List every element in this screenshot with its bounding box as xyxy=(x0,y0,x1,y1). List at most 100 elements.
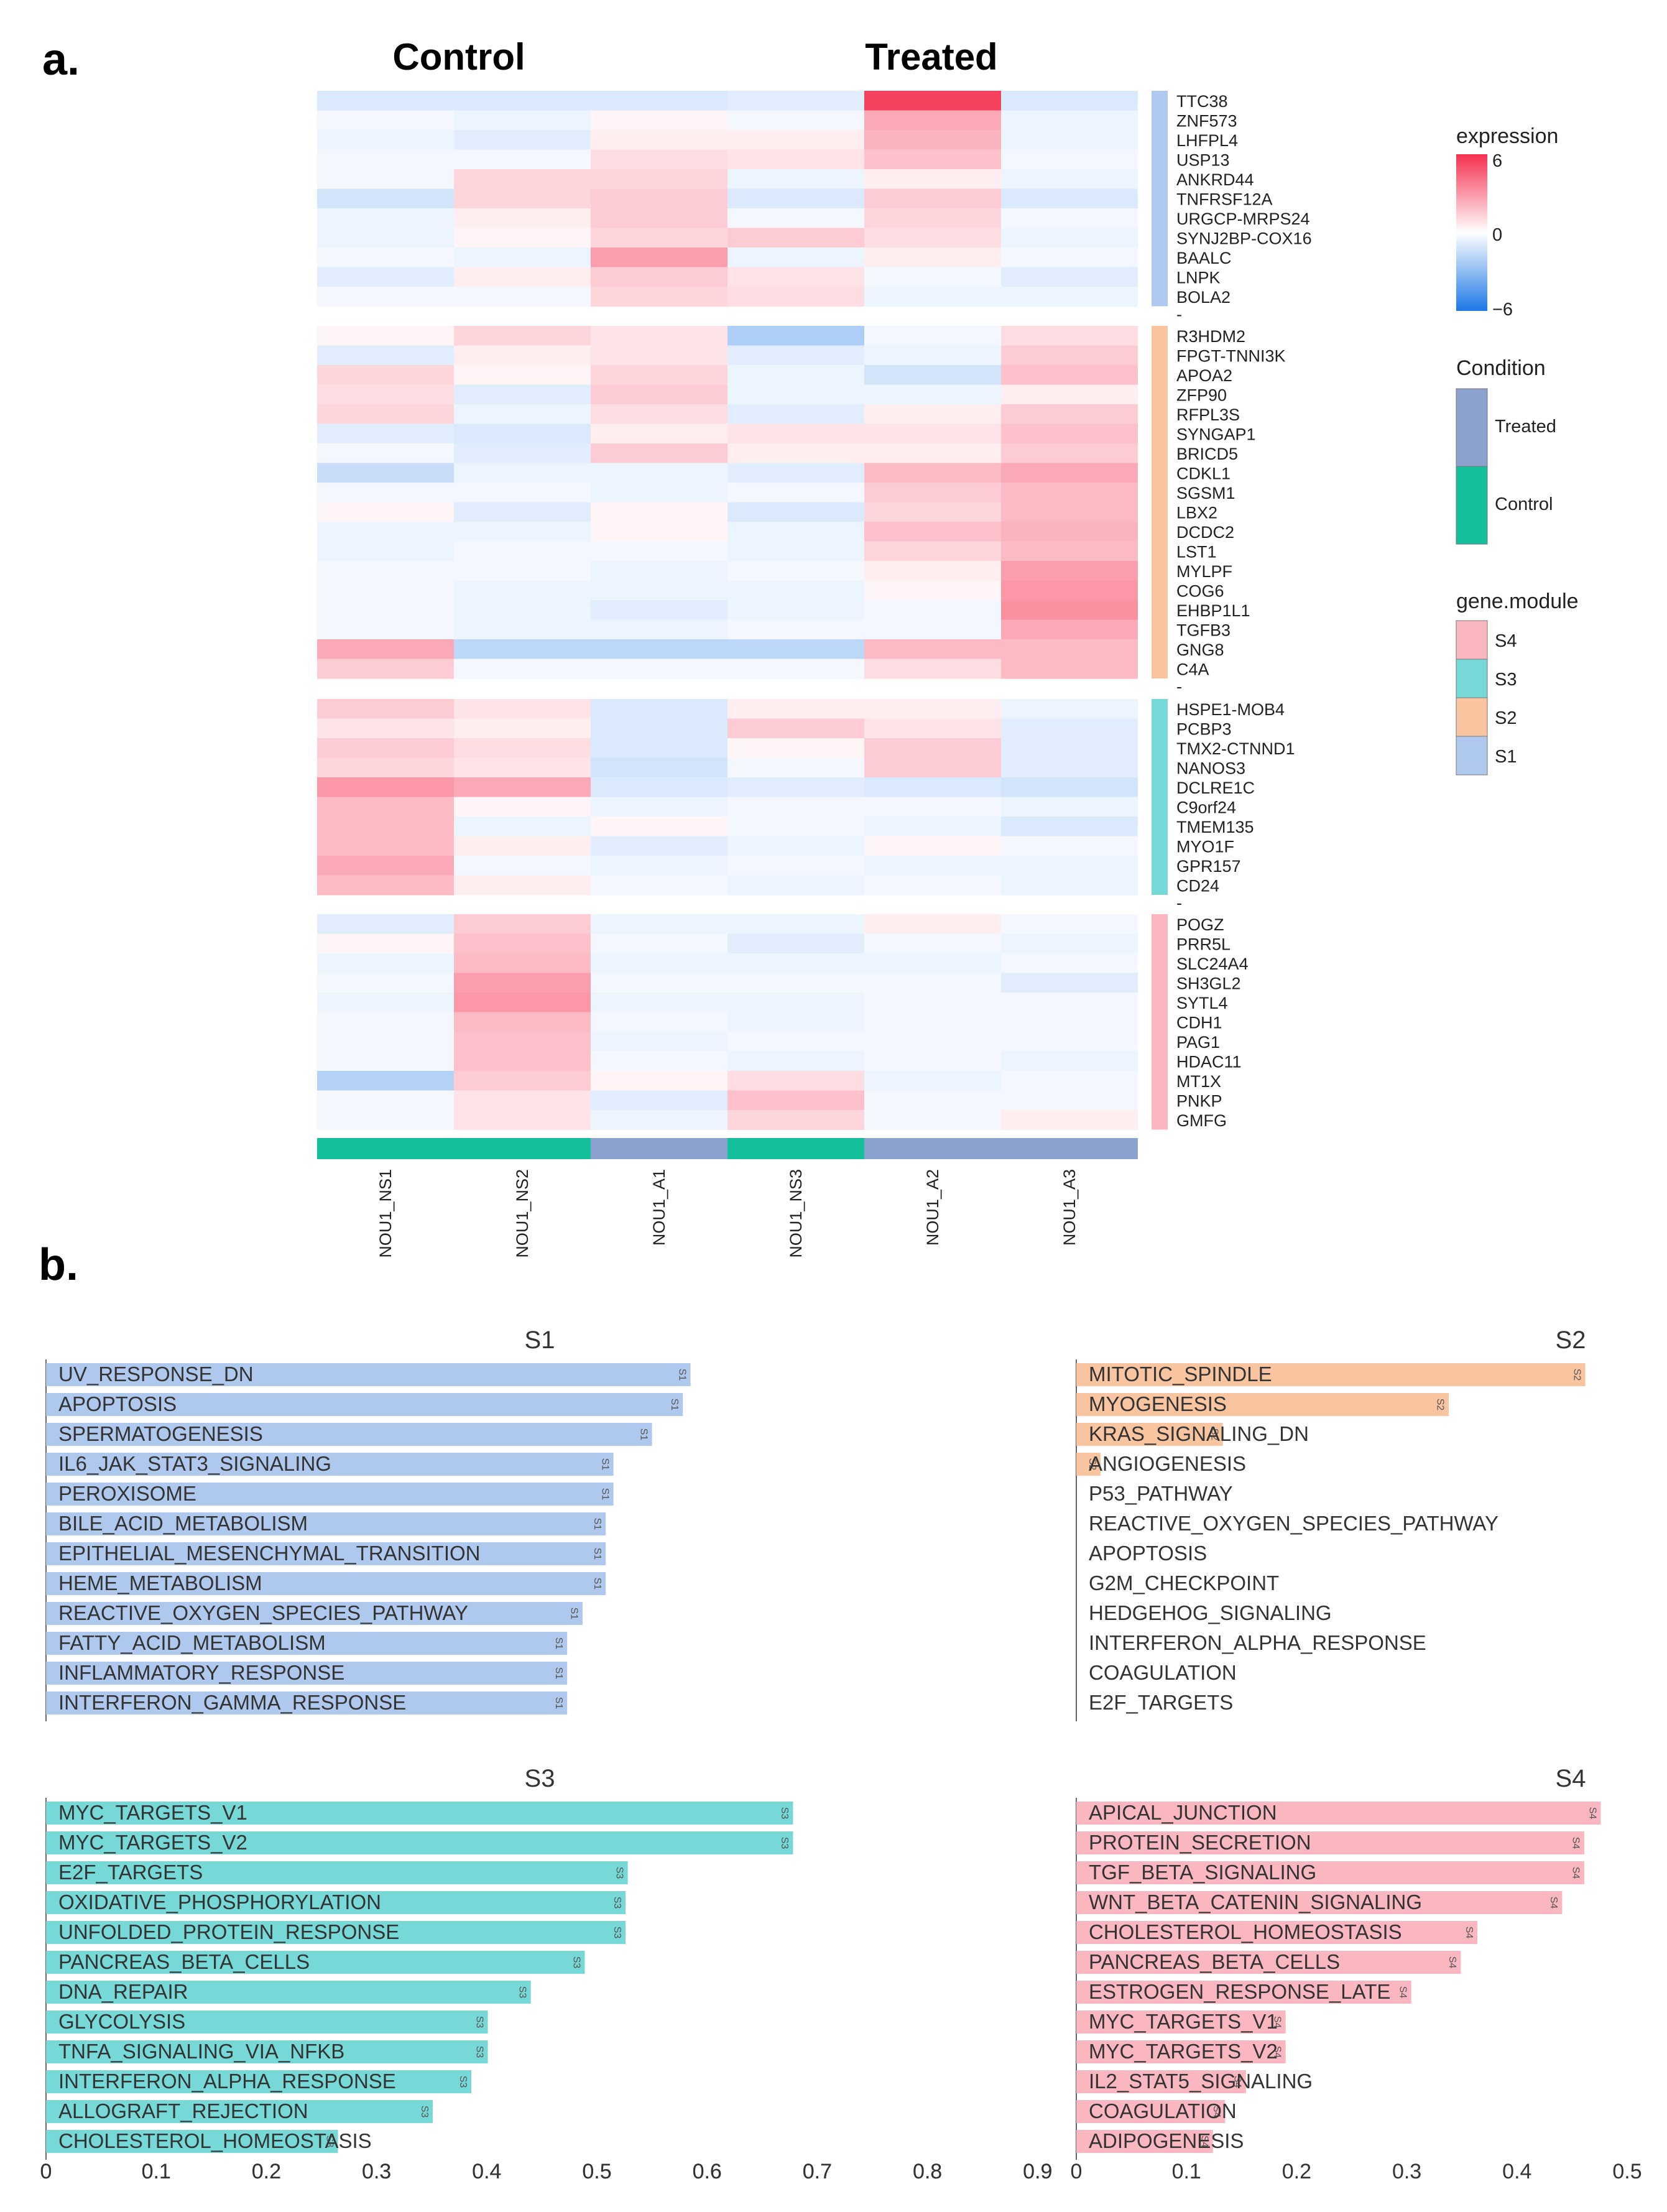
heatmap-cell xyxy=(727,619,864,640)
gene-label-fpgt-tnni3k: FPGT-TNNI3K xyxy=(1176,346,1286,365)
condition-swatch-treated xyxy=(1456,388,1488,467)
heatmap-cell xyxy=(317,875,454,895)
module-swatch-s4 xyxy=(1456,620,1488,660)
condition-cell-treated xyxy=(864,1138,1001,1159)
heatmap-cell xyxy=(454,619,591,640)
heatmap-cell xyxy=(864,953,1001,974)
bar-data-label: S1 xyxy=(553,1637,564,1650)
bar-label-tnfa-signaling-via-nfkb: TNFA_SIGNALING_VIA_NFKB xyxy=(58,2040,344,2063)
bar-peroxisome xyxy=(46,1483,614,1506)
bar-data-label: S2 xyxy=(1571,1369,1582,1381)
heatmap-cell xyxy=(1001,522,1138,542)
heatmap-cell xyxy=(317,463,454,483)
heatmap-cell xyxy=(317,619,454,640)
heatmap-cell xyxy=(591,1012,727,1032)
condition-legend-label-treated: Treated xyxy=(1495,417,1556,437)
heatmap-cell xyxy=(1001,639,1138,660)
module-legend-label-s1: S1 xyxy=(1495,747,1517,767)
heatmap-cell xyxy=(1001,580,1138,601)
heatmap-cell xyxy=(317,345,454,366)
heatmap-cell xyxy=(591,875,727,895)
gene-label-gng8: GNG8 xyxy=(1176,641,1224,659)
heatmap-cell xyxy=(727,287,864,307)
bar-label-heme-metabolism: HEME_METABOLISM xyxy=(58,1571,262,1594)
bar-myc-targets-v1 xyxy=(1076,2011,1286,2034)
heatmap-cell xyxy=(727,130,864,150)
heatmap-cell xyxy=(317,541,454,562)
gene-label-lbx2: LBX2 xyxy=(1176,503,1217,522)
heatmap-cell xyxy=(591,757,727,778)
x-tick-label: 0 xyxy=(1071,2160,1083,2183)
heatmap-cell xyxy=(727,757,864,778)
bar-label-dna-repair: DNA_REPAIR xyxy=(58,1980,188,2003)
bar-data-label: S4 xyxy=(1397,1986,1408,1999)
x-tick-label: 0 xyxy=(40,2160,52,2183)
bar-label-pancreas-beta-cells: PANCREAS_BETA_CELLS xyxy=(58,1950,310,1973)
heatmap-cell xyxy=(727,659,864,679)
heatmap-cell xyxy=(454,404,591,425)
bar-data-label: S3 xyxy=(779,1807,790,1820)
heatmap-cell xyxy=(317,777,454,798)
gene-label-znf573: ZNF573 xyxy=(1176,111,1237,130)
heatmap-cell xyxy=(864,914,1001,935)
panel-b-label: b. xyxy=(39,1240,78,1290)
heatmap-cell xyxy=(317,1032,454,1052)
heatmap-cell xyxy=(454,738,591,759)
heatmap-cell xyxy=(454,973,591,993)
heatmap-cell xyxy=(454,345,591,366)
condition-cell-control xyxy=(454,1138,591,1159)
bar-angiogenesis xyxy=(1076,1453,1101,1476)
bar-interferon-alpha-response xyxy=(46,2070,471,2093)
heatmap-cell xyxy=(317,933,454,954)
gene-label-gmfg: GMFG xyxy=(1176,1111,1227,1130)
heatmap-cell xyxy=(317,659,454,679)
gene-label-urgcp-mrps24: URGCP-MRPS24 xyxy=(1176,210,1310,228)
heatmap-cell xyxy=(1001,91,1138,111)
heatmap-cell xyxy=(317,208,454,229)
group-header-treated: Treated xyxy=(865,36,997,78)
bar-apical-junction xyxy=(1076,1802,1601,1825)
bar-data-label: S3 xyxy=(474,2016,484,2029)
heatmap-cell xyxy=(727,993,864,1013)
heatmap-cell xyxy=(1001,1032,1138,1052)
heatmap-cell xyxy=(317,953,454,974)
heatmap-cell xyxy=(864,169,1001,190)
bar-data-label: S2 xyxy=(1209,1428,1219,1441)
heatmap-cell xyxy=(1001,914,1138,935)
bar-label-myc-targets-v1: MYC_TARGETS_V1 xyxy=(1089,2010,1278,2033)
gene-label-sgsm1: SGSM1 xyxy=(1176,484,1235,502)
heatmap-cell xyxy=(317,423,454,444)
bar-data-label: S1 xyxy=(669,1399,680,1411)
heatmap-cell xyxy=(1001,248,1138,268)
heatmap-cell xyxy=(1001,502,1138,522)
condition-cell-treated xyxy=(1001,1138,1138,1159)
bar-data-label: S3 xyxy=(612,1927,622,1939)
bar-tgf-beta-signaling xyxy=(1076,1861,1584,1884)
gene-label-apoa2: APOA2 xyxy=(1176,366,1232,385)
heatmap-cell xyxy=(591,817,727,837)
heatmap-cell xyxy=(454,1032,591,1052)
bar-label-coagulation: COAGULATION xyxy=(1089,2099,1237,2122)
heatmap-cell xyxy=(591,365,727,386)
heatmap-cell xyxy=(454,483,591,503)
heatmap-cell xyxy=(317,228,454,248)
expression-tick-label: 6 xyxy=(1492,151,1502,171)
heatmap-cell xyxy=(1001,423,1138,444)
bar-label-e2f-targets: E2F_TARGETS xyxy=(58,1861,203,1884)
heatmap-cell xyxy=(864,738,1001,759)
heatmap-cell xyxy=(454,208,591,229)
bar-chart-s1: S1 S1 UV_RESPONSE_DN S1 APOPTOSIS S1 SPERMATOG… xyxy=(40,1326,1053,2183)
heatmap-cell xyxy=(1001,836,1138,856)
heatmap-cell xyxy=(454,1071,591,1091)
heatmap-cell xyxy=(454,836,591,856)
bar-label-unfolded-protein-response: UNFOLDED_PROTEIN_RESPONSE xyxy=(58,1920,399,1943)
bar-mitotic-spindle xyxy=(1076,1363,1586,1386)
heatmap-cell xyxy=(454,326,591,346)
heatmap-cell xyxy=(317,502,454,522)
bar-il6-jak-stat3-signaling xyxy=(46,1453,614,1476)
heatmap-cell xyxy=(591,797,727,817)
heatmap-cell xyxy=(727,933,864,954)
heatmap-cell xyxy=(727,443,864,464)
